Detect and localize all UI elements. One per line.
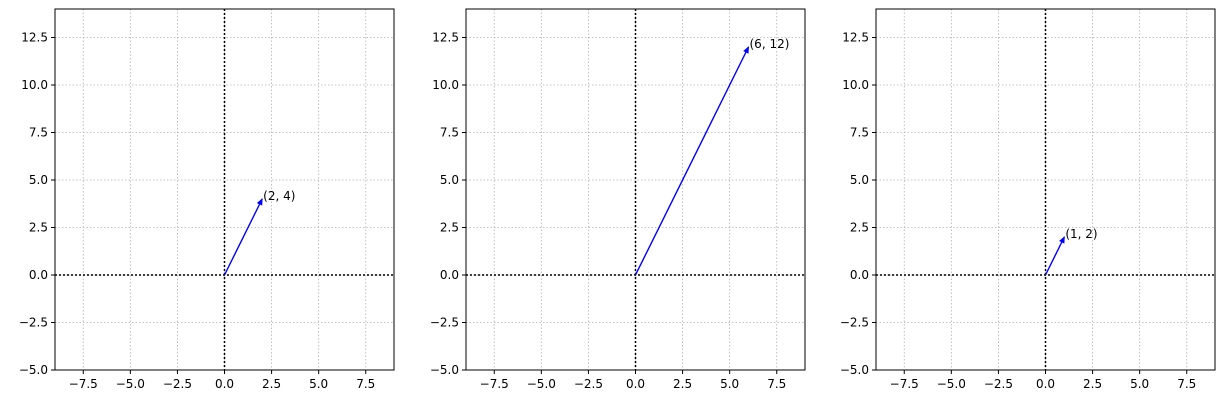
y-tick-label: 0.0 [440,268,459,282]
x-tick-label: 2.5 [1083,377,1102,391]
x-tick-label: 7.5 [1177,377,1196,391]
x-tick-label: 2.5 [262,377,281,391]
y-tick-label: 0.0 [850,268,869,282]
vector-arrow [634,46,750,276]
subplot-3: −7.5 −5.0 −2.5 0.0 2.5 5.0 7.5 −5.0 −2.5 0.0 2.5 5.… [840,8,1216,391]
vector-arrow [1044,236,1065,276]
x-tick-label: −7.5 [69,377,98,391]
y-tick-label: 10.0 [432,78,459,92]
vector-arrow [223,198,263,276]
x-tick-label: 7.5 [356,377,375,391]
y-tick-label: 10.0 [842,78,869,92]
y-tick-label: 5.0 [29,173,48,187]
y-tick-label: 5.0 [850,173,869,187]
x-tick-label: −5.0 [116,377,145,391]
y-tick-label: 10.0 [21,78,48,92]
x-tick-label: −2.5 [984,377,1013,391]
vector-label: (6, 12) [750,37,790,51]
y-tick-label: 0.0 [29,268,48,282]
x-tick-label: 5.0 [309,377,328,391]
x-tick-label: 5.0 [1130,377,1149,391]
x-tick-label: −7.5 [480,377,509,391]
x-tick-label: −5.0 [527,377,556,391]
y-tick-label: −2.5 [840,316,869,330]
x-tick-label: −2.5 [574,377,603,391]
x-tick-label: 7.5 [767,377,786,391]
x-tick-label: 0.0 [626,377,645,391]
y-tick-label: −2.5 [430,316,459,330]
subplot-1: −7.5 −5.0 −2.5 0.0 2.5 5.0 7.5 −5.0 −2.5 0.0 2.5 5.… [19,8,395,391]
x-tick-label: 5.0 [720,377,739,391]
y-tick-label: 12.5 [21,31,48,45]
y-tick-label: 2.5 [850,221,869,235]
y-tick-label: −2.5 [19,316,48,330]
x-tick-label: −7.5 [890,377,919,391]
x-tick-label: −2.5 [163,377,192,391]
y-tick-label: −5.0 [840,363,869,377]
y-tick-label: 12.5 [432,31,459,45]
x-tick-label: 0.0 [1036,377,1055,391]
vector-label: (1, 2) [1065,227,1097,241]
y-tick-label: 12.5 [842,31,869,45]
vector-label: (2, 4) [263,189,295,203]
y-tick-label: 2.5 [440,221,459,235]
y-tick-label: 7.5 [850,126,869,140]
y-tick-label: 5.0 [440,173,459,187]
x-tick-label: −5.0 [937,377,966,391]
subplot-2: −7.5 −5.0 −2.5 0.0 2.5 5.0 7.5 −5.0 −2.5 0.0 2.5 5.… [430,8,806,391]
y-tick-label: 7.5 [29,126,48,140]
y-tick-label: −5.0 [19,363,48,377]
x-tick-label: 0.0 [215,377,234,391]
y-tick-label: −5.0 [430,363,459,377]
y-tick-label: 2.5 [29,221,48,235]
x-tick-label: 2.5 [673,377,692,391]
y-tick-label: 7.5 [440,126,459,140]
